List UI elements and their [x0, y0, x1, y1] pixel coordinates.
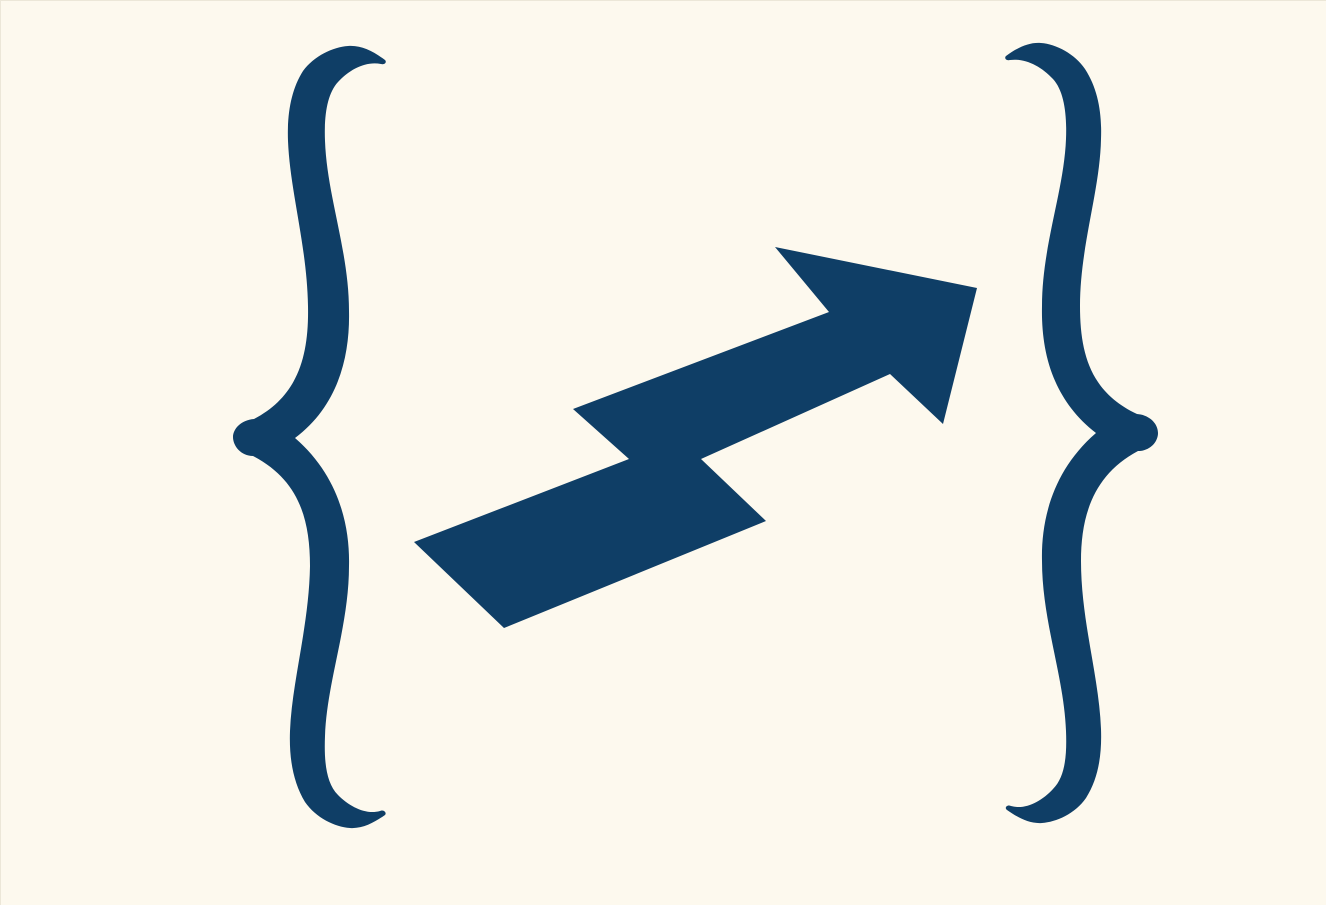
left-brace-icon	[233, 45, 386, 829]
lightning-arrow-icon	[414, 247, 977, 628]
right-brace-icon	[1005, 42, 1158, 824]
